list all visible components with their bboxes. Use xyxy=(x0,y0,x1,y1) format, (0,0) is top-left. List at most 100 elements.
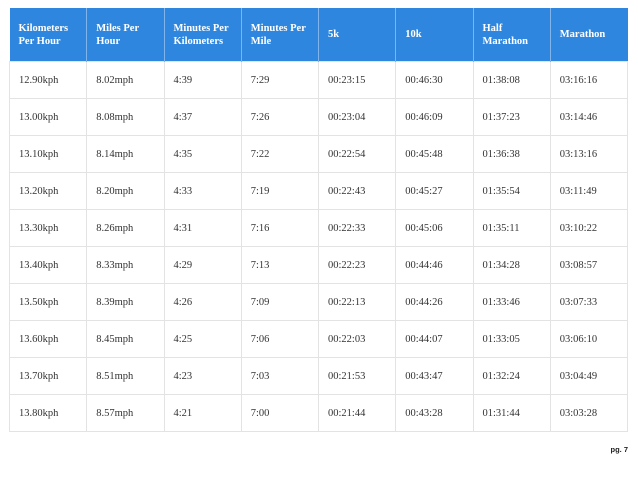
column-header-half-marathon: Half Marathon xyxy=(473,8,551,62)
table-cell-min-per-km: 4:26 xyxy=(164,283,242,321)
table-cell-min-per-mile: 7:00 xyxy=(241,394,320,432)
table-cell-mph: 8.14mph xyxy=(86,135,165,173)
table-cell-10k: 00:43:28 xyxy=(395,394,474,432)
table-cell-min-per-mile: 7:26 xyxy=(241,98,320,136)
table-row: 13.00kph 8.08mph 4:37 7:26 00:23:04 00:46:09 0… xyxy=(8,98,629,136)
table-cell-kph: 13.40kph xyxy=(8,246,88,284)
table-cell-min-per-km: 4:31 xyxy=(164,209,242,247)
table-cell-kph: 13.80kph xyxy=(8,394,88,432)
table-cell-10k: 00:46:30 xyxy=(395,61,474,99)
table-cell-10k: 00:44:07 xyxy=(395,320,474,358)
table-cell-mph: 8.33mph xyxy=(86,246,165,284)
table-cell-10k: 00:45:27 xyxy=(395,172,474,210)
column-header-marathon: Marathon xyxy=(550,8,628,62)
table-cell-min-per-km: 4:33 xyxy=(164,172,242,210)
table-cell-kph: 13.20kph xyxy=(8,172,88,210)
table-cell-marathon: 03:06:10 xyxy=(550,320,629,358)
table-cell-5k: 00:22:54 xyxy=(318,135,397,173)
table-row: 13.80kph 8.57mph 4:21 7:00 00:21:44 00:43:28 0… xyxy=(8,394,629,432)
table-cell-10k: 00:43:47 xyxy=(395,357,474,395)
column-header-5k: 5k xyxy=(318,8,397,62)
table-cell-min-per-mile: 7:06 xyxy=(241,320,320,358)
table-cell-marathon: 03:14:46 xyxy=(550,98,629,136)
table-cell-min-per-mile: 7:03 xyxy=(241,357,320,395)
table-cell-5k: 00:22:03 xyxy=(318,320,397,358)
table-cell-min-per-mile: 7:13 xyxy=(241,246,320,284)
table-cell-kph: 13.60kph xyxy=(8,320,88,358)
table-cell-min-per-km: 4:29 xyxy=(164,246,242,284)
table-row: 13.70kph 8.51mph 4:23 7:03 00:21:53 00:43:47 0… xyxy=(8,357,629,395)
column-header-kph: Kilometers Per Hour xyxy=(9,8,88,62)
table-cell-marathon: 03:03:28 xyxy=(550,394,629,432)
table-cell-5k: 00:22:43 xyxy=(318,172,397,210)
column-header-min-per-mile: Minutes Per Mile xyxy=(241,8,320,62)
column-header-10k: 10k xyxy=(395,8,474,62)
table-row: 13.10kph 8.14mph 4:35 7:22 00:22:54 00:45:48 0… xyxy=(8,135,629,173)
table-cell-mph: 8.26mph xyxy=(86,209,165,247)
table-cell-min-per-mile: 7:16 xyxy=(241,209,320,247)
table-cell-mph: 8.51mph xyxy=(86,357,165,395)
table-cell-min-per-km: 4:37 xyxy=(164,98,242,136)
table-cell-half-marathon: 01:32:24 xyxy=(473,357,551,395)
table-cell-mph: 8.20mph xyxy=(86,172,165,210)
table-cell-min-per-km: 4:35 xyxy=(164,135,242,173)
table-cell-5k: 00:23:15 xyxy=(318,61,397,99)
table-cell-kph: 13.00kph xyxy=(8,98,88,136)
table-cell-5k: 00:23:04 xyxy=(318,98,397,136)
table-cell-marathon: 03:16:16 xyxy=(550,61,629,99)
table-cell-min-per-mile: 7:29 xyxy=(241,61,320,99)
table-cell-kph: 13.10kph xyxy=(8,135,88,173)
table-cell-10k: 00:45:48 xyxy=(395,135,474,173)
table-cell-kph: 13.50kph xyxy=(8,283,88,321)
table-cell-half-marathon: 01:35:11 xyxy=(473,209,551,247)
table-row: 13.40kph 8.33mph 4:29 7:13 00:22:23 00:44:46 0… xyxy=(8,246,629,284)
table-cell-5k: 00:21:44 xyxy=(318,394,397,432)
table-cell-5k: 00:22:33 xyxy=(318,209,397,247)
table-cell-half-marathon: 01:31:44 xyxy=(473,394,551,432)
table-cell-half-marathon: 01:33:05 xyxy=(473,320,551,358)
table-cell-marathon: 03:13:16 xyxy=(550,135,629,173)
table-row: 13.50kph 8.39mph 4:26 7:09 00:22:13 00:44:26 0… xyxy=(8,283,629,321)
header-row: Kilometers Per Hour Miles Per Hour Minutes… xyxy=(9,8,628,62)
table-cell-half-marathon: 01:34:28 xyxy=(473,246,551,284)
table-cell-min-per-mile: 7:19 xyxy=(241,172,320,210)
table-cell-mph: 8.39mph xyxy=(86,283,165,321)
table-cell-10k: 00:44:26 xyxy=(395,283,474,321)
table-row: 12.90kph 8.02mph 4:39 7:29 00:23:15 00:46:30 0… xyxy=(8,61,629,99)
table-cell-10k: 00:46:09 xyxy=(395,98,474,136)
table-row: 13.20kph 8.20mph 4:33 7:19 00:22:43 00:45:27 0… xyxy=(8,172,629,210)
page-number: pg. 7 xyxy=(610,445,628,454)
table-cell-min-per-km: 4:39 xyxy=(164,61,242,99)
table-cell-half-marathon: 01:36:38 xyxy=(473,135,551,173)
table-cell-kph: 13.30kph xyxy=(8,209,88,247)
table-cell-marathon: 03:04:49 xyxy=(550,357,629,395)
table-cell-half-marathon: 01:37:23 xyxy=(473,98,551,136)
table-cell-10k: 00:45:06 xyxy=(395,209,474,247)
table-cell-5k: 00:22:23 xyxy=(318,246,397,284)
table-cell-min-per-km: 4:25 xyxy=(164,320,242,358)
column-header-min-per-km: Minutes Per Kilometers xyxy=(164,8,242,62)
table-cell-mph: 8.45mph xyxy=(86,320,165,358)
pace-conversion-table: Kilometers Per Hour Miles Per Hour Minutes… xyxy=(8,8,629,432)
table-cell-10k: 00:44:46 xyxy=(395,246,474,284)
table-cell-half-marathon: 01:35:54 xyxy=(473,172,551,210)
table-cell-mph: 8.08mph xyxy=(86,98,165,136)
table-row: 13.60kph 8.45mph 4:25 7:06 00:22:03 00:44:07 0… xyxy=(8,320,629,358)
table-cell-marathon: 03:10:22 xyxy=(550,209,629,247)
table-cell-kph: 13.70kph xyxy=(8,357,88,395)
table-cell-marathon: 03:07:33 xyxy=(550,283,629,321)
table-cell-marathon: 03:11:49 xyxy=(550,172,629,210)
table-cell-kph: 12.90kph xyxy=(8,61,88,99)
table-cell-mph: 8.57mph xyxy=(86,394,165,432)
table-cell-min-per-mile: 7:09 xyxy=(241,283,320,321)
column-header-mph: Miles Per Hour xyxy=(86,8,165,62)
table-cell-5k: 00:22:13 xyxy=(318,283,397,321)
table-cell-min-per-km: 4:21 xyxy=(164,394,242,432)
table-cell-marathon: 03:08:57 xyxy=(550,246,629,284)
table-row: 13.30kph 8.26mph 4:31 7:16 00:22:33 00:45:06 0… xyxy=(8,209,629,247)
table-body: 12.90kph 8.02mph 4:39 7:29 00:23:15 00:46:30 0… xyxy=(8,61,629,432)
table-cell-5k: 00:21:53 xyxy=(318,357,397,395)
table-cell-half-marathon: 01:33:46 xyxy=(473,283,551,321)
table-header: Kilometers Per Hour Miles Per Hour Minutes… xyxy=(9,8,628,62)
table-cell-min-per-mile: 7:22 xyxy=(241,135,320,173)
